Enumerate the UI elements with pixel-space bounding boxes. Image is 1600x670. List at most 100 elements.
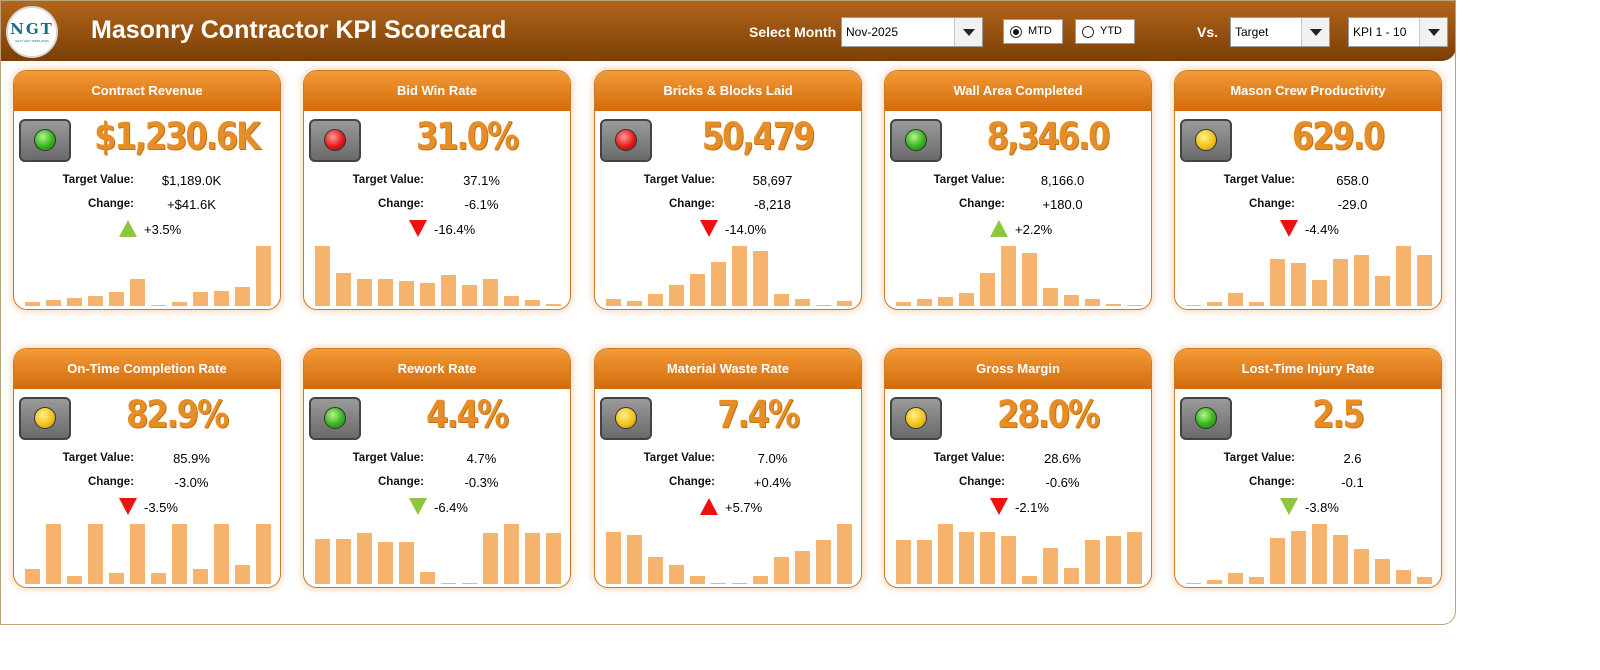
change-value: -8,218: [754, 197, 791, 212]
status-light-yellow-icon: [1195, 129, 1217, 151]
vs-select-value: Target: [1235, 25, 1269, 39]
kpi-card: Rework Rate 4.4% Target Value: 4.7% Change: -…: [303, 348, 571, 588]
kpi-card: Contract Revenue $1,230.6K Target Value: $1…: [13, 70, 281, 310]
target-value: 28.6%: [1044, 451, 1081, 466]
traffic-light-icon: [309, 119, 361, 162]
change-label: Change:: [378, 198, 424, 210]
sparkline-bar: [1395, 246, 1411, 306]
mtd-radio-label: MTD: [1028, 25, 1052, 37]
trend-sparkline: [312, 519, 564, 584]
sparkline-bar: [979, 532, 995, 584]
sparkline-bar: [314, 539, 330, 584]
sparkline-bar: [440, 583, 456, 584]
sparkline-bar: [398, 281, 414, 306]
logo: NGT NEXT GEN TEMPLATES: [6, 6, 58, 58]
chevron-down-icon[interactable]: [1301, 18, 1329, 46]
status-light-yellow-icon: [34, 407, 56, 429]
sparkline-bar: [752, 576, 768, 584]
trend-sparkline: [312, 241, 564, 306]
sparkline-bar: [234, 287, 250, 306]
sparkline-bar: [192, 292, 208, 306]
target-value: 58,697: [752, 173, 793, 188]
change-label: Change:: [88, 476, 134, 488]
month-select-value: Nov-2025: [846, 25, 899, 39]
target-value: 658.0: [1336, 173, 1369, 188]
sparkline-bar: [979, 273, 995, 306]
sparkline-bar: [255, 524, 271, 584]
sparkline-bar: [108, 573, 124, 584]
sparkline-bar: [419, 283, 435, 306]
trend-sparkline: [603, 241, 855, 306]
ytd-radio-label: YTD: [1100, 25, 1122, 37]
change-percent: +5.7%: [725, 500, 763, 515]
target-value-label: Target Value:: [1223, 174, 1295, 186]
change-value: -0.3%: [464, 475, 499, 490]
target-value: 85.9%: [173, 451, 210, 466]
change-value: -6.1%: [464, 197, 499, 212]
arrow-down-icon: [1280, 220, 1298, 237]
sparkline-bar: [503, 296, 519, 306]
target-value-label: Target Value:: [643, 174, 715, 186]
sparkline-bar: [524, 533, 540, 584]
sparkline-bar: [440, 275, 456, 306]
sparkline-bar: [773, 557, 789, 584]
sparkline-bar: [398, 542, 414, 584]
sparkline-bar: [1395, 570, 1411, 584]
month-select[interactable]: Nov-2025: [841, 17, 983, 47]
change-value: -29.0: [1337, 197, 1368, 212]
sparkline-bar: [937, 524, 953, 584]
sparkline-bar: [916, 299, 932, 306]
change-value: -0.6%: [1045, 475, 1080, 490]
arrow-up-icon: [119, 220, 137, 237]
target-value-label: Target Value:: [62, 452, 134, 464]
traffic-light-icon: [890, 119, 942, 162]
chevron-down-icon[interactable]: [1419, 18, 1447, 46]
status-light-yellow-icon: [615, 407, 637, 429]
sparkline-bar: [1126, 305, 1142, 306]
mtd-radio[interactable]: MTD: [1003, 19, 1063, 44]
change-label: Change:: [1249, 198, 1295, 210]
sparkline-bar: [1332, 259, 1348, 306]
sparkline-bar: [45, 300, 61, 306]
arrow-down-icon: [409, 220, 427, 237]
vs-label: Vs.: [1197, 24, 1219, 40]
logo-subtext: NEXT GEN TEMPLATES: [15, 38, 49, 43]
sparkline-bar: [335, 273, 351, 306]
sparkline-bar: [710, 262, 726, 306]
kpi-card-title: Bricks & Blocks Laid: [595, 71, 861, 111]
sparkline-bar: [626, 301, 642, 306]
kpi-value: 629.0: [1291, 113, 1385, 159]
ytd-radio[interactable]: YTD: [1075, 19, 1135, 44]
sparkline-bar: [689, 274, 705, 306]
traffic-light-icon: [600, 397, 652, 440]
sparkline-bar: [503, 524, 519, 584]
traffic-light-icon: [1180, 397, 1232, 440]
kpi-value: 82.9%: [125, 391, 229, 437]
sparkline-bar: [150, 573, 166, 584]
arrow-up-icon: [700, 498, 718, 515]
sparkline-bar: [1105, 536, 1121, 584]
sparkline-bar: [1374, 559, 1390, 584]
trend-sparkline: [1183, 519, 1435, 584]
arrow-up-icon: [990, 220, 1008, 237]
kpi-value: 2.5: [1312, 391, 1365, 437]
kpi-card: Mason Crew Productivity 629.0 Target Value…: [1174, 70, 1442, 310]
sparkline-bar: [1185, 583, 1201, 584]
sparkline-bar: [1105, 304, 1121, 306]
vs-select[interactable]: Target: [1230, 17, 1330, 47]
sparkline-bar: [1063, 568, 1079, 584]
sparkline-bar: [1374, 276, 1390, 306]
sparkline-bar: [1416, 255, 1432, 306]
sparkline-bar: [545, 304, 561, 306]
sparkline-bar: [314, 246, 330, 306]
chevron-down-icon[interactable]: [954, 18, 982, 46]
kpi-range-select[interactable]: KPI 1 - 10: [1348, 17, 1448, 47]
traffic-light-icon: [890, 397, 942, 440]
sparkline-bar: [356, 279, 372, 306]
sparkline-bar: [108, 292, 124, 306]
sparkline-bar: [1311, 280, 1327, 306]
kpi-card: Bricks & Blocks Laid 50,479 Target Value: 5…: [594, 70, 862, 310]
sparkline-bar: [836, 524, 852, 584]
change-percent: -3.8%: [1305, 500, 1339, 515]
status-light-green-icon: [1195, 407, 1217, 429]
